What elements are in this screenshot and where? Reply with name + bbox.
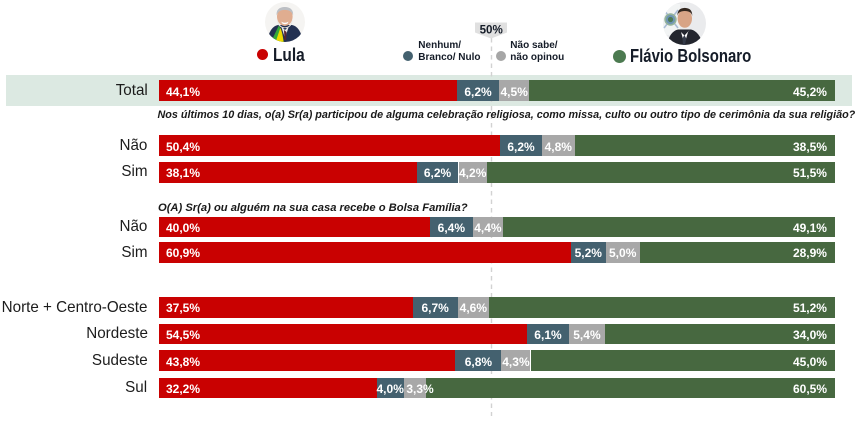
svg-text:50%: 50%	[480, 24, 503, 37]
